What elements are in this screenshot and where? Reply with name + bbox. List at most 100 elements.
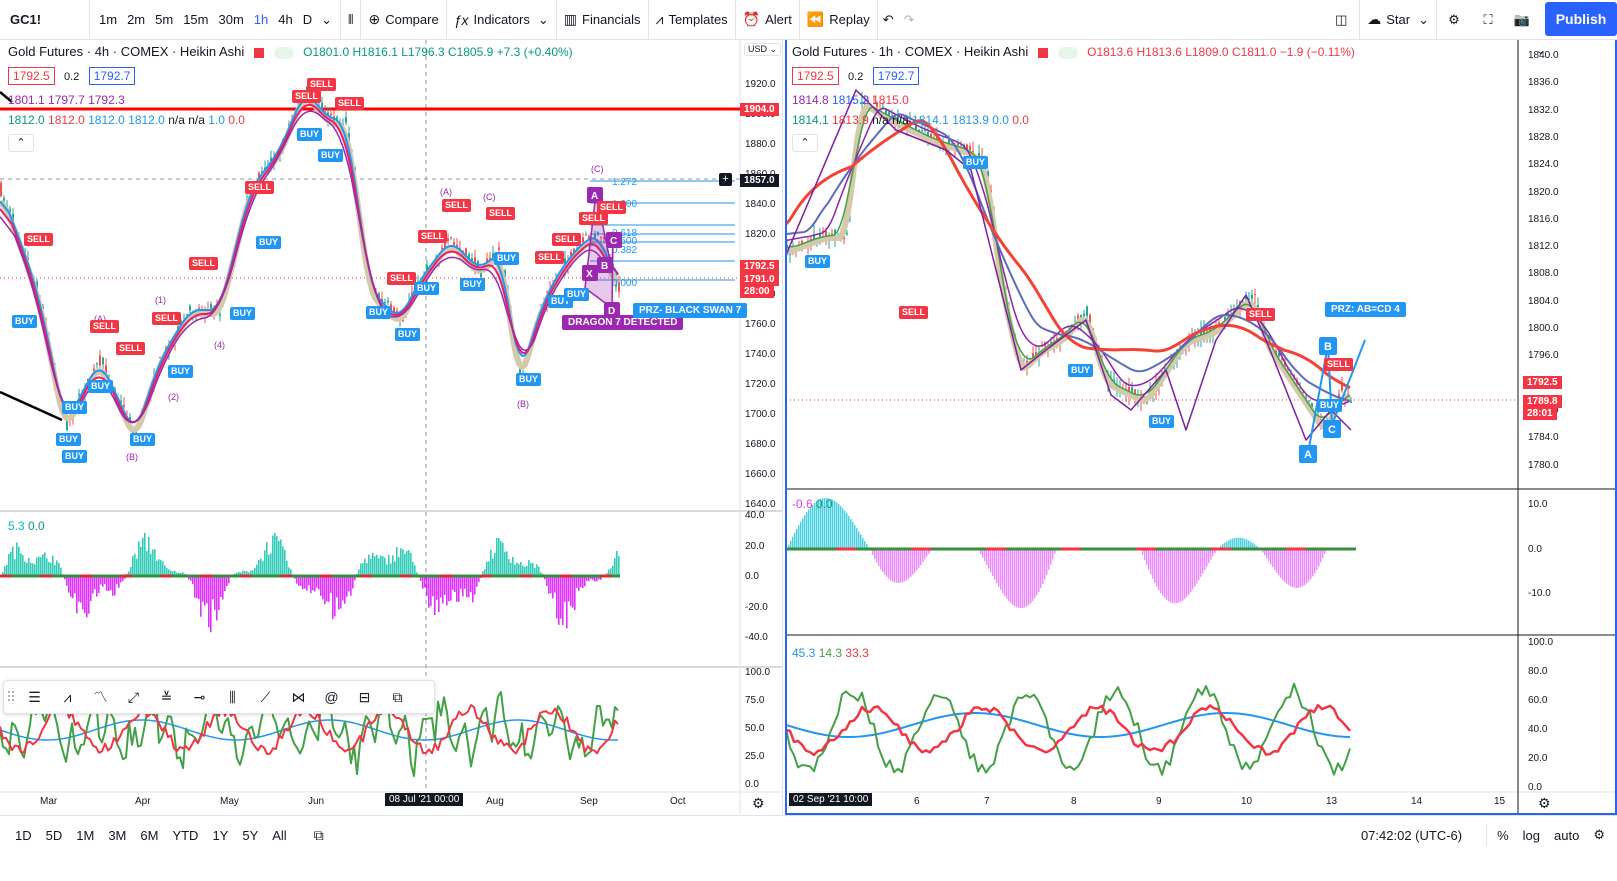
auto-scale-toggle[interactable]: auto (1554, 827, 1580, 843)
candle-body (573, 248, 575, 254)
drag-handle[interactable]: ⠿ (5, 688, 17, 705)
osc-bar-up (174, 570, 176, 576)
templates-button[interactable]: ⩘ Templates (649, 0, 736, 39)
osc-bar-up (30, 562, 32, 576)
pattern-tool[interactable]: ⋈ (282, 682, 315, 712)
alert-label: Alert (765, 12, 792, 27)
timeframe-5m[interactable]: 5m (155, 12, 174, 27)
compare-button[interactable]: ⊕ Compare (361, 0, 447, 39)
range-1d[interactable]: 1D (15, 827, 32, 843)
range-ytd[interactable]: YTD (172, 827, 199, 843)
price-tick: 1812.0 (1528, 241, 1559, 253)
split-layout-icon: ◫ (1335, 11, 1348, 27)
screenshot-button[interactable]: 📷 (1505, 0, 1539, 39)
log-scale-toggle[interactable]: log (1522, 827, 1541, 843)
fullscreen-button[interactable]: ⛶ (1471, 0, 1505, 39)
range-all[interactable]: All (272, 827, 287, 843)
osc-bar-up (154, 549, 156, 576)
xabcd-pattern-tool[interactable]: ⩘ (51, 682, 84, 712)
trend-line-tool[interactable]: ⤢ (117, 682, 150, 712)
settings-button[interactable]: ⚙ (1437, 0, 1471, 39)
sell-price-box[interactable]: 1792.5 (792, 67, 839, 85)
go-to-date-button[interactable]: ⧉ (314, 827, 324, 844)
candle-body (819, 233, 821, 238)
layout-button[interactable]: ◫ (1323, 0, 1359, 39)
osc-bar-up (160, 560, 162, 576)
financials-button[interactable]: ▥ Financials (557, 0, 649, 39)
osc-bar-down (338, 576, 340, 610)
undo-button[interactable]: ↶ (878, 0, 899, 39)
right-chart-canvas[interactable]: A B C (786, 40, 1617, 814)
sell-signal-tag: SELL (245, 181, 275, 194)
timeframe-1m[interactable]: 1m (99, 12, 118, 27)
symbol-search[interactable]: GC1! (0, 0, 90, 39)
osc-tick: 0.0 (745, 571, 759, 582)
osc-bar-down (1300, 549, 1302, 588)
cycle-lines-tool[interactable]: ⫼ (216, 682, 249, 712)
osc-bar-down (578, 576, 580, 591)
left-axis-settings[interactable]: ⚙ (752, 795, 765, 812)
buy-price-box[interactable]: 1792.7 (88, 67, 136, 85)
more-icon[interactable]: ⌄ (1536, 45, 1546, 57)
collapse-legend-button[interactable]: ⌃ (792, 134, 818, 152)
abcd-point (1319, 337, 1337, 355)
osc-bar-down (314, 576, 316, 592)
candle-body (876, 102, 878, 107)
timeframe-15m[interactable]: 15m (183, 12, 209, 27)
channel-tool[interactable]: ⊟ (348, 682, 381, 712)
currency-selector[interactable]: USD ⌄ (744, 43, 782, 56)
osc-bar-down (1292, 549, 1294, 588)
range-1y[interactable]: 1Y (212, 827, 229, 843)
fib-retracement-tool[interactable]: ☰ (18, 682, 51, 712)
osc-bar-down (902, 549, 904, 583)
timeframe-30m[interactable]: 30m (218, 12, 244, 27)
spiral-tool[interactable]: @ (315, 682, 348, 712)
right-axis-settings[interactable]: ⚙ (1538, 795, 1551, 812)
chart-type-button[interactable]: ⫴ (341, 0, 362, 39)
abcd-pattern-tool[interactable]: 〽 (84, 682, 117, 712)
price-tick: 1808.0 (1528, 268, 1559, 280)
replay-button[interactable]: ⏪ Replay (800, 0, 878, 39)
osc-bar-down (926, 549, 928, 557)
osc-bar-down (330, 576, 332, 593)
star-button[interactable]: ☁ Star ⌄ (1359, 0, 1437, 39)
timeframe-2m[interactable]: 2m (127, 12, 146, 27)
buy-price-box[interactable]: 1792.7 (872, 67, 920, 85)
ray-tool[interactable]: ⟋ (249, 682, 282, 712)
range-6m[interactable]: 6M (140, 827, 159, 843)
timeframe-D[interactable]: D (302, 12, 313, 27)
timeframe-4h[interactable]: 4h (278, 12, 293, 27)
path-tool[interactable]: ⧉ (381, 682, 414, 712)
osc-bar-down (226, 576, 228, 587)
collapse-legend-button[interactable]: ⌃ (8, 134, 34, 152)
candle-body (465, 248, 467, 260)
osc-bar-up (510, 562, 512, 576)
fib-fan-tool[interactable]: ≚ (150, 682, 183, 712)
sell-price-box[interactable]: 1792.5 (8, 67, 55, 85)
range-3m[interactable]: 3M (108, 827, 127, 843)
timeframe-1h[interactable]: 1h (253, 12, 269, 27)
redo-button[interactable]: ↷ (899, 0, 920, 39)
osc-bar-down (1200, 549, 1202, 577)
indicators-button[interactable]: ƒx Indicators ⌄ (447, 0, 557, 39)
osc-bar-down (1304, 549, 1306, 586)
alert-button[interactable]: ⏰ Alert (736, 0, 800, 39)
candle-body (867, 100, 869, 102)
clock-timezone[interactable]: 07:42:02 (UTC-6) (1360, 827, 1463, 843)
range-1m[interactable]: 1M (76, 827, 95, 843)
range-5d[interactable]: 5D (45, 827, 63, 843)
settings-button[interactable]: ⚙ (1593, 827, 1605, 843)
osc-bar-down (1190, 549, 1192, 593)
right-chart-pane[interactable]: A B C Gold Futures · 1h · COMEX · Heikin A… (786, 40, 1617, 814)
buy-signal-tag: BUY (318, 149, 344, 162)
horizontal-ray-tool[interactable]: ⊸ (183, 682, 216, 712)
calendar-icon: ⧉ (313, 826, 324, 843)
osc-bar-up (538, 566, 540, 576)
add-alert-plus-button[interactable]: + (719, 173, 732, 186)
osc-bar-up (800, 521, 802, 549)
time-tick: 15 (1494, 796, 1506, 807)
range-5y[interactable]: 5Y (242, 827, 259, 843)
percent-scale-toggle[interactable]: % (1497, 827, 1509, 843)
publish-button[interactable]: Publish (1545, 2, 1617, 36)
chevron-down-icon[interactable]: ⌄ (321, 11, 333, 27)
